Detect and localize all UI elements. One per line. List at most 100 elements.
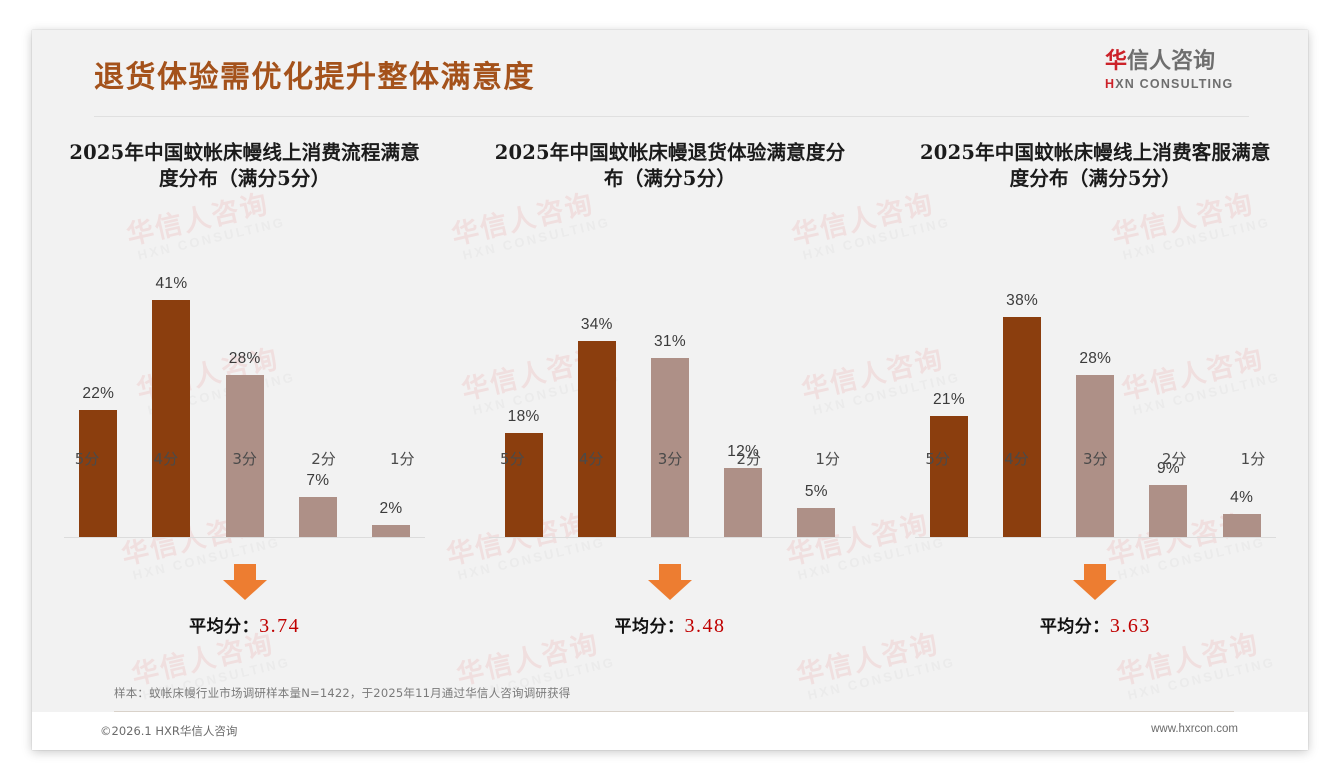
arrow-head xyxy=(1073,580,1118,600)
x-axis-tick-label: 5分 xyxy=(925,450,950,468)
x-axis-tick-labels: 5分 4分 3分 2分 1分 xyxy=(901,448,1290,469)
bar[interactable] xyxy=(1149,485,1188,538)
bar-slot[interactable]: 9% xyxy=(1134,238,1203,538)
slide-footer: ©2026.1 HXR华信人咨询 www.hxrcon.com xyxy=(32,712,1308,750)
down-arrow-icon xyxy=(222,564,267,600)
bar[interactable] xyxy=(929,416,968,538)
average-score-label: 平均分： xyxy=(189,617,260,637)
x-axis-line xyxy=(64,537,426,539)
bar[interactable] xyxy=(1222,514,1261,538)
x-axis-tick-label: 1分 xyxy=(1240,450,1266,468)
bar[interactable] xyxy=(650,358,689,538)
arrow-shaft xyxy=(1084,564,1107,580)
footnote-divider xyxy=(114,711,1234,712)
chart-panel: 2025年中国蚊帐床幔线上消费客服满意度分布（满分5分） 21% 38% 28% 9% 4… xyxy=(883,140,1308,680)
bar-value-label: 12% xyxy=(727,443,760,461)
footer-copyright: ©2026.1 HXR华信人咨询 xyxy=(100,724,238,738)
bar-value-label: 5% xyxy=(804,483,828,501)
bar-slot[interactable]: 41% xyxy=(137,238,206,538)
bar[interactable] xyxy=(724,468,763,538)
bar-slot[interactable]: 5% xyxy=(782,238,851,538)
x-axis-tick-label: 3分 xyxy=(657,450,683,468)
chart-title: 2025年中国蚊帐床幔退货体验满意度分布（满分5分） xyxy=(494,141,846,191)
x-axis-tick-label: 2分 xyxy=(311,450,336,468)
bar-value-label: 21% xyxy=(933,391,965,409)
x-axis-tick-label: 4分 xyxy=(1004,450,1029,468)
bar-chart-plot: 18% 34% 31% 12% 5% xyxy=(471,238,868,539)
bar-slot[interactable]: 28% xyxy=(1061,238,1130,538)
average-score-block: 平均分：3.63 xyxy=(883,564,1308,638)
bar-value-label: 38% xyxy=(1006,292,1039,310)
bar-value-label: 4% xyxy=(1230,489,1254,507)
x-axis-tick-label: 3分 xyxy=(1083,450,1108,468)
chart-panel: 2025年中国蚊帐床幔退货体验满意度分布（满分5分） 18% 34% 31% 12% 5%… xyxy=(457,140,882,680)
bar-slot[interactable]: 18% xyxy=(489,238,558,538)
logo-english: HXN CONSULTING xyxy=(1105,77,1250,91)
x-axis-tick-label: 4分 xyxy=(153,450,179,468)
slide-header: 退货体验需优化提升整体满意度 华信人咨询 HXN CONSULTING xyxy=(32,30,1308,120)
average-score-block: 平均分：3.74 xyxy=(32,564,457,638)
brand-logo: 华信人咨询 HXN CONSULTING xyxy=(1105,49,1250,91)
bar-slot[interactable]: 21% xyxy=(915,238,984,538)
bar[interactable] xyxy=(79,410,118,538)
arrow-shaft xyxy=(658,564,681,580)
bar[interactable] xyxy=(298,497,337,538)
bar-value-label: 2% xyxy=(379,500,403,518)
footer-website[interactable]: www.hxrcon.com xyxy=(1151,723,1238,735)
bar-value-label: 28% xyxy=(1079,350,1112,368)
down-arrow-icon xyxy=(1073,564,1118,600)
bar-slot[interactable]: 31% xyxy=(636,238,705,538)
arrow-head xyxy=(647,580,692,600)
bar-group: 21% 38% 28% 9% 4% xyxy=(915,238,1276,538)
bar-slot[interactable]: 34% xyxy=(563,238,632,538)
bar-value-label: 34% xyxy=(580,316,613,334)
bar[interactable] xyxy=(372,525,410,538)
bar-chart-plot: 21% 38% 28% 9% 4% xyxy=(897,238,1294,539)
page-title: 退货体验需优化提升整体满意度 xyxy=(94,60,535,95)
bar-value-label: 31% xyxy=(654,333,686,351)
bar-slot[interactable]: 7% xyxy=(284,238,353,538)
x-axis-line xyxy=(914,537,1276,539)
bar[interactable] xyxy=(152,300,191,538)
chart-panel: 2025年中国蚊帐床幔线上消费流程满意度分布（满分5分） 22% 41% 28% 7% 2… xyxy=(32,140,457,680)
bar[interactable] xyxy=(225,375,264,538)
x-axis-tick-label: 2分 xyxy=(736,450,762,468)
bar[interactable] xyxy=(577,341,616,538)
bar-slot[interactable]: 28% xyxy=(210,238,279,538)
bar[interactable] xyxy=(1076,375,1115,538)
logo-english-rest: XN CONSULTING xyxy=(1115,76,1234,91)
x-axis-tick-label: 3分 xyxy=(232,450,257,468)
down-arrow-icon xyxy=(647,564,692,600)
bar[interactable] xyxy=(1003,317,1042,538)
x-axis-tick-label: 4分 xyxy=(578,450,604,468)
x-axis-tick-label: 1分 xyxy=(390,450,415,468)
bar-value-label: 18% xyxy=(507,408,540,426)
header-divider xyxy=(94,116,1249,117)
bar[interactable] xyxy=(797,508,836,538)
average-score-value: 3.63 xyxy=(1109,615,1151,637)
chart-title: 2025年中国蚊帐床幔线上消费流程满意度分布（满分5分） xyxy=(69,141,420,191)
bar-slot[interactable]: 38% xyxy=(988,238,1057,538)
average-score-label: 平均分： xyxy=(614,617,685,637)
bar-group: 18% 34% 31% 12% 5% xyxy=(489,238,851,538)
x-axis-tick-label: 5分 xyxy=(74,450,100,468)
x-axis-tick-label: 1分 xyxy=(815,450,840,468)
average-score-block: 平均分：3.48 xyxy=(457,564,882,638)
bar-value-label: 28% xyxy=(228,350,261,368)
bar-value-label: 9% xyxy=(1156,460,1180,478)
bar[interactable] xyxy=(504,433,543,538)
bar-slot[interactable]: 12% xyxy=(709,238,778,538)
logo-chinese-rest: 信人咨询 xyxy=(1127,49,1216,74)
bar-slot[interactable]: 4% xyxy=(1207,238,1276,538)
average-score-value: 3.74 xyxy=(259,615,301,637)
bar-value-label: 22% xyxy=(82,385,115,403)
bar-slot[interactable]: 2% xyxy=(357,238,426,538)
bar-slot[interactable]: 22% xyxy=(64,238,133,538)
average-score-text: 平均分：3.48 xyxy=(457,612,882,638)
bar-group: 22% 41% 28% 7% 2% xyxy=(64,238,426,538)
logo-chinese: 华信人咨询 xyxy=(1105,49,1250,75)
average-score-label: 平均分： xyxy=(1039,617,1110,637)
x-axis-tick-labels: 5分 4分 3分 2分 1分 xyxy=(475,448,864,469)
average-score-text: 平均分：3.63 xyxy=(883,612,1308,638)
x-axis-line xyxy=(489,537,851,539)
